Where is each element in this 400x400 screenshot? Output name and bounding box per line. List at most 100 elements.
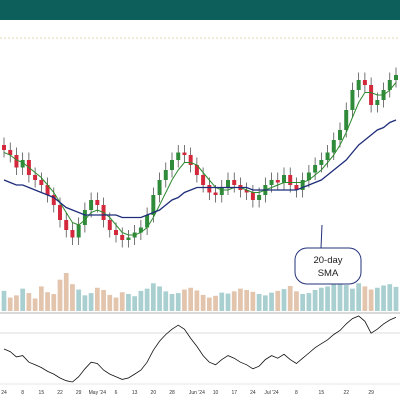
volume-bar bbox=[393, 286, 399, 311]
candle-body bbox=[331, 140, 336, 153]
volume-bar bbox=[88, 293, 94, 311]
x-axis-ticks: 24 8 15 22 29 May '24 6 13 20 28 Jun '24 10 17 24 Jul … bbox=[1, 390, 374, 396]
candle-body bbox=[375, 100, 380, 105]
candle-body bbox=[257, 195, 262, 200]
volume-bar bbox=[287, 285, 293, 311]
candle-body bbox=[325, 152, 330, 160]
volume-bar bbox=[163, 291, 169, 311]
candle-body bbox=[269, 180, 274, 185]
candle-body bbox=[369, 85, 374, 105]
candle-body bbox=[182, 152, 187, 155]
candle-body bbox=[294, 185, 299, 190]
candle-body bbox=[145, 215, 150, 228]
volume-bar bbox=[256, 294, 262, 311]
x-tick-label: Jun '24 bbox=[189, 390, 205, 396]
volume-bar bbox=[318, 287, 324, 311]
x-tick-label: 8 bbox=[295, 390, 298, 396]
oscillator-line bbox=[3, 315, 397, 383]
callout-pointer bbox=[320, 224, 323, 249]
volume-bar bbox=[275, 290, 281, 311]
volume-bar bbox=[45, 292, 50, 311]
volume-bar bbox=[269, 292, 274, 311]
volume-bar bbox=[381, 285, 386, 311]
volume-bar bbox=[219, 292, 225, 311]
volume-bars bbox=[1, 273, 399, 311]
candle-body bbox=[76, 225, 81, 238]
volume-bar bbox=[188, 287, 194, 311]
candle-body bbox=[176, 152, 181, 160]
x-tick-label: 8 bbox=[21, 390, 24, 396]
volume-bar bbox=[238, 288, 243, 311]
volume-bar bbox=[213, 295, 218, 311]
volume-bar bbox=[169, 294, 175, 311]
candle-body bbox=[45, 185, 50, 195]
volume-bar bbox=[175, 293, 181, 311]
x-tick-label: 24 bbox=[1, 390, 7, 396]
candle-body bbox=[14, 155, 19, 168]
volume-bar bbox=[362, 286, 368, 311]
volume-bar bbox=[132, 296, 138, 311]
volume-bar bbox=[281, 289, 287, 311]
volume-bar bbox=[107, 294, 113, 311]
oscillator-panel bbox=[3, 315, 397, 383]
volume-bar bbox=[119, 292, 125, 311]
volume-bar bbox=[200, 294, 206, 311]
candle-body bbox=[250, 192, 255, 200]
candle-body bbox=[306, 172, 311, 180]
candle-body bbox=[120, 235, 125, 240]
candle-body bbox=[70, 230, 75, 238]
candle-body bbox=[201, 175, 206, 185]
volume-bar bbox=[182, 289, 187, 311]
candle-body bbox=[163, 170, 168, 180]
volume-bar bbox=[325, 286, 330, 311]
candle-body bbox=[95, 200, 100, 205]
x-tick-label: 15 bbox=[39, 390, 45, 396]
candle-body bbox=[82, 210, 87, 225]
volume-bar bbox=[76, 289, 82, 311]
x-tick-label: 22 bbox=[57, 390, 63, 396]
candle-body bbox=[2, 145, 6, 150]
candle-body bbox=[226, 180, 230, 188]
volume-bar bbox=[57, 279, 63, 311]
candle-body bbox=[33, 175, 38, 180]
volume-bar bbox=[331, 284, 337, 311]
candle-body bbox=[282, 175, 286, 183]
candle-body bbox=[58, 205, 62, 220]
candle-body bbox=[207, 185, 212, 193]
candle-body bbox=[20, 160, 25, 168]
volume-bar bbox=[231, 291, 237, 311]
candle-body bbox=[387, 80, 392, 90]
candle-body bbox=[319, 160, 324, 165]
candle-body bbox=[126, 237, 131, 240]
volume-bar bbox=[337, 281, 343, 311]
volume-bar bbox=[150, 283, 156, 311]
candle-body bbox=[344, 110, 349, 130]
x-tick-label: 13 bbox=[132, 390, 138, 396]
x-tick-label: 20 bbox=[151, 390, 157, 396]
volume-bar bbox=[126, 294, 131, 311]
volume-bar bbox=[1, 290, 7, 311]
candle-body bbox=[151, 195, 156, 215]
x-tick-label: 29 bbox=[76, 390, 82, 396]
candle-body bbox=[39, 180, 44, 185]
candle-body bbox=[219, 187, 224, 195]
volume-bar bbox=[113, 297, 119, 311]
sma-callout: 20-day SMA bbox=[294, 224, 362, 285]
volume-bar bbox=[194, 290, 200, 311]
x-tick-label: 17 bbox=[231, 390, 237, 396]
candle-body bbox=[275, 180, 280, 183]
x-tick-label: Jul '24 bbox=[264, 390, 279, 396]
candle-body bbox=[350, 90, 355, 110]
candle-body bbox=[338, 130, 342, 140]
volume-bar bbox=[7, 297, 13, 311]
callout-line1: 20-day bbox=[313, 255, 342, 266]
price-candles bbox=[2, 67, 398, 248]
volume-bar bbox=[20, 288, 26, 311]
fast-sma-line bbox=[3, 82, 397, 236]
candle-body bbox=[313, 165, 318, 173]
volume-bar bbox=[82, 295, 88, 311]
volume-bar bbox=[368, 289, 374, 311]
candle-body bbox=[170, 160, 174, 170]
candle-body bbox=[157, 180, 162, 195]
